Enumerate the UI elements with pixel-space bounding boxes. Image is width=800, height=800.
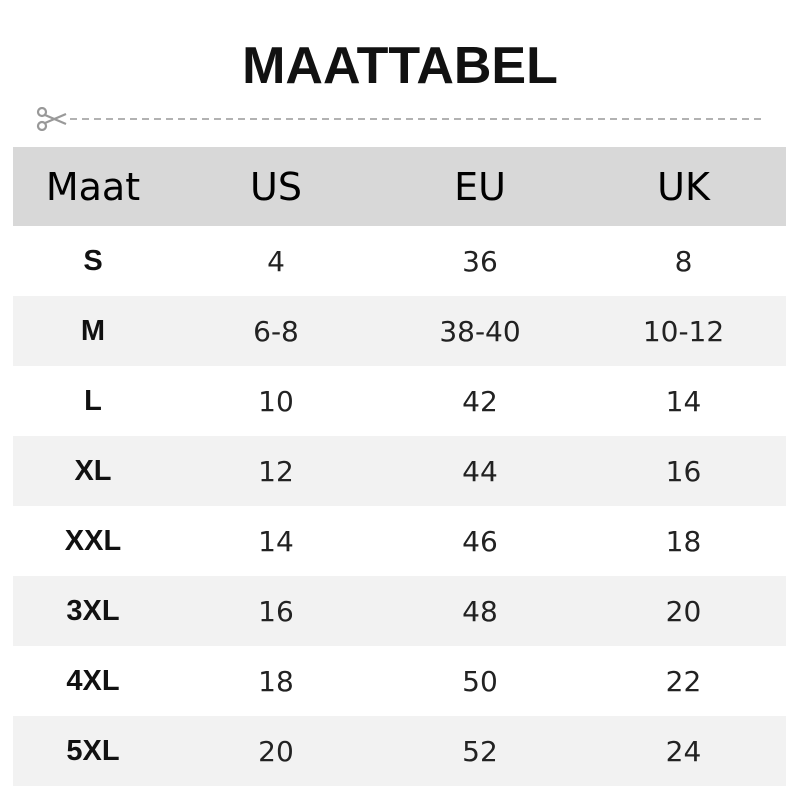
size-cell: 4XL	[66, 664, 120, 697]
table-header-row: Maat US EU UK	[13, 147, 786, 226]
header-maat: Maat	[45, 164, 141, 209]
header-eu: EU	[454, 164, 506, 209]
eu-cell: 52	[462, 734, 498, 768]
table-row: XXL 14 46 18	[13, 506, 786, 576]
uk-cell: 8	[674, 244, 693, 278]
size-cell: L	[84, 384, 102, 417]
uk-cell: 18	[665, 524, 702, 558]
eu-cell: 46	[462, 524, 498, 558]
scissors-icon	[36, 107, 67, 131]
table-row: XL 12 44 16	[13, 436, 786, 506]
uk-cell: 16	[665, 454, 702, 488]
us-cell: 6-8	[253, 314, 299, 348]
size-cell: XXL	[64, 524, 122, 557]
header-us: US	[250, 164, 302, 209]
cut-line	[36, 107, 766, 131]
uk-cell: 22	[665, 664, 702, 698]
uk-cell: 20	[665, 594, 702, 628]
table-row: L 10 42 14	[13, 366, 786, 436]
table-row: 5XL 20 52 24	[13, 716, 786, 786]
page-title: MAATTABEL	[242, 37, 558, 95]
size-cell: M	[80, 314, 106, 347]
table-row: 3XL 16 48 20	[13, 576, 786, 646]
size-cell: 3XL	[66, 594, 120, 627]
eu-cell: 38-40	[439, 314, 521, 348]
uk-cell: 14	[665, 384, 702, 418]
us-cell: 16	[258, 594, 294, 628]
uk-cell: 24	[665, 734, 702, 768]
header-uk: UK	[657, 164, 710, 209]
eu-cell: 48	[462, 594, 498, 628]
size-table: Maat US EU UK S 4 36 8 M 6-8 38-40 10-12 L 10 42 14…	[13, 147, 786, 786]
eu-cell: 50	[462, 664, 498, 698]
table-row: S 4 36 8	[13, 226, 786, 296]
eu-cell: 36	[462, 244, 498, 278]
us-cell: 12	[258, 454, 294, 488]
us-cell: 4	[267, 244, 285, 278]
size-cell: XL	[74, 454, 112, 487]
size-cell: S	[83, 244, 103, 277]
table-row: M 6-8 38-40 10-12	[13, 296, 786, 366]
uk-cell: 10-12	[642, 314, 725, 348]
us-cell: 20	[258, 734, 294, 768]
us-cell: 14	[258, 524, 294, 558]
us-cell: 18	[258, 664, 294, 698]
eu-cell: 42	[462, 384, 498, 418]
us-cell: 10	[258, 384, 294, 418]
eu-cell: 44	[462, 454, 498, 488]
table-row: 4XL 18 50 22	[13, 646, 786, 716]
size-cell: 5XL	[66, 734, 120, 767]
